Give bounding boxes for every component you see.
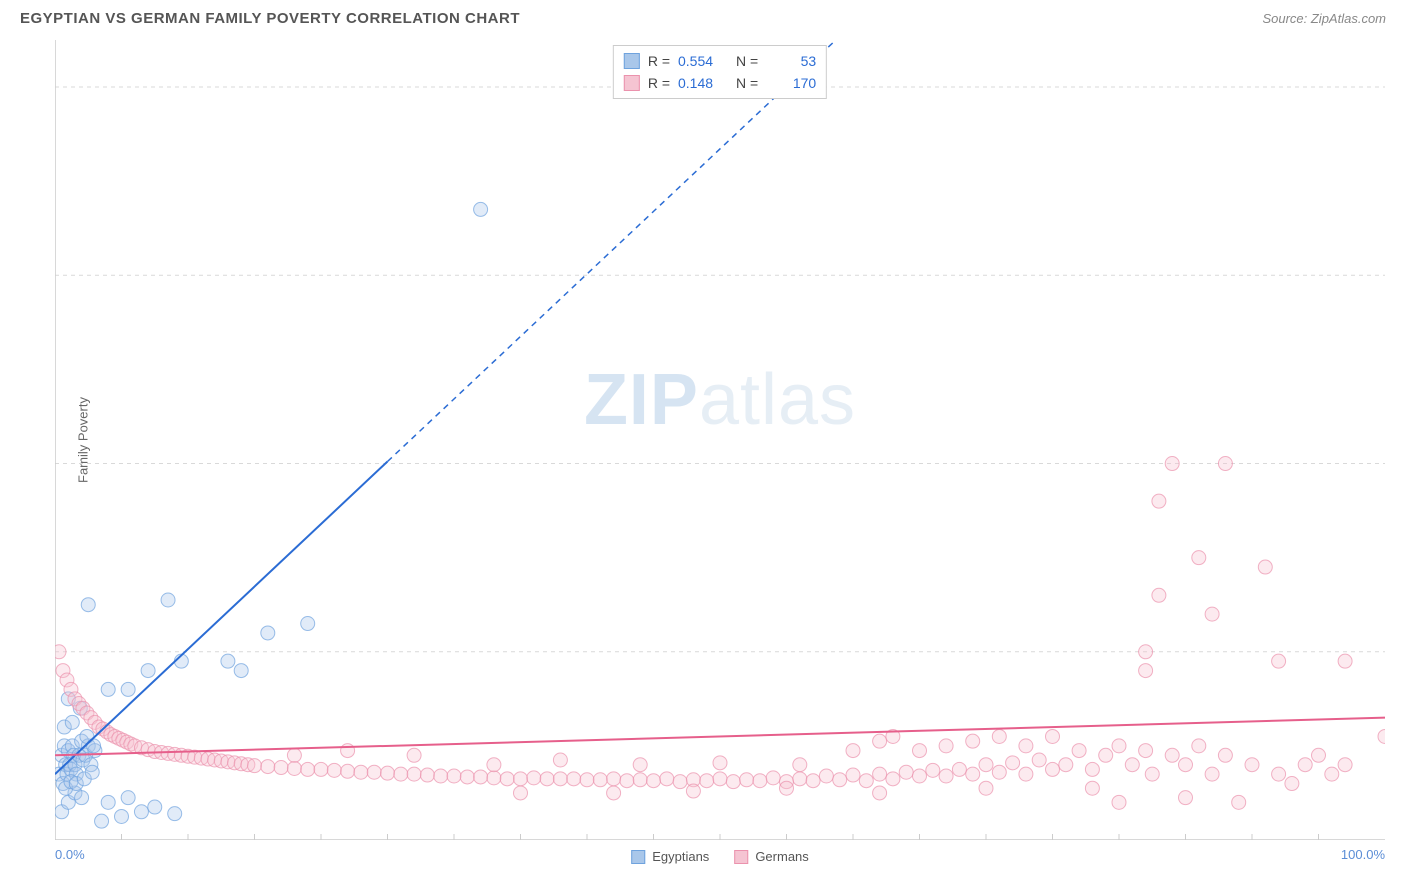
legend-label: Egyptians <box>652 849 709 864</box>
stats-row: R = 0.148 N = 170 <box>624 72 816 94</box>
series-swatch <box>624 75 640 91</box>
stat-r-label: R = <box>648 72 670 94</box>
series-legend: Egyptians Germans <box>631 849 809 864</box>
stat-r-value: 0.554 <box>678 50 728 72</box>
legend-item: Egyptians <box>631 849 709 864</box>
chart-area: Family Poverty ZIPatlas R =0.554N =53R =… <box>55 40 1385 840</box>
stat-r-value: 0.148 <box>678 72 728 94</box>
stat-n-label: N = <box>736 72 758 94</box>
chart-title: EGYPTIAN VS GERMAN FAMILY POVERTY CORREL… <box>20 10 520 27</box>
stat-r-label: R = <box>648 50 670 72</box>
x-tick-label: 100.0% <box>1341 847 1385 862</box>
scatter-plot <box>55 40 1385 840</box>
stat-n-value: 53 <box>766 50 816 72</box>
legend-swatch <box>734 850 748 864</box>
legend-item: Germans <box>734 849 808 864</box>
stats-legend: R = 0.554 N = 53 R = 0.148 N = 170 <box>613 45 827 99</box>
stats-row: R = 0.554 N = 53 <box>624 50 816 72</box>
legend-label: Germans <box>755 849 808 864</box>
stat-n-value: 170 <box>766 72 816 94</box>
x-tick-label: 0.0% <box>55 847 85 862</box>
legend-swatch <box>631 850 645 864</box>
series-swatch <box>624 53 640 69</box>
source-label: Source: ZipAtlas.com <box>1262 11 1386 26</box>
stat-n-label: N = <box>736 50 758 72</box>
